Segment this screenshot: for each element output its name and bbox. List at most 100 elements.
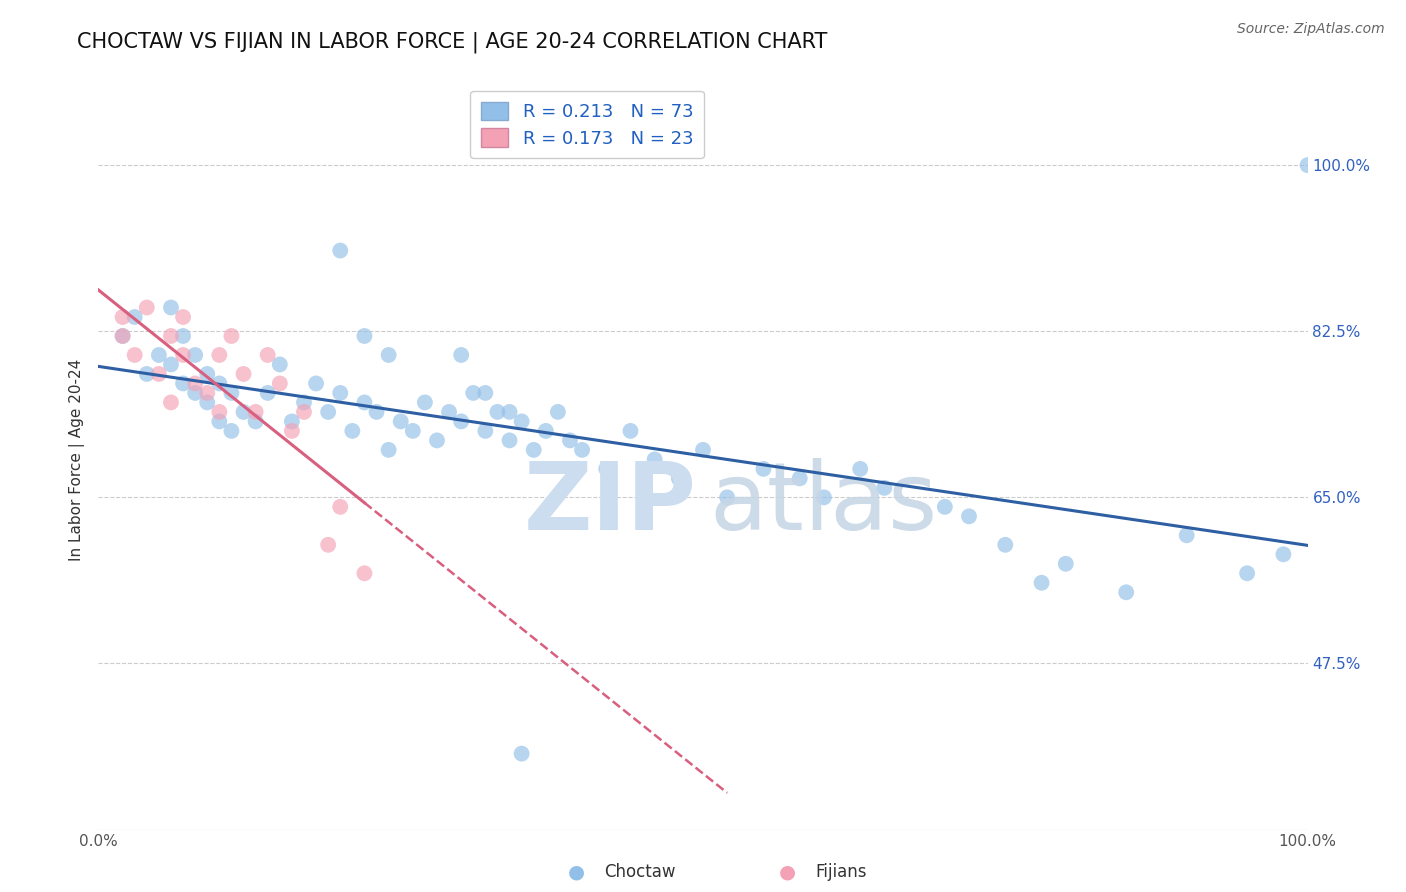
Point xyxy=(160,395,183,409)
Point xyxy=(498,405,520,419)
Point xyxy=(292,405,315,419)
Point xyxy=(1054,557,1077,571)
Point xyxy=(1272,547,1295,561)
Point xyxy=(172,310,194,324)
Text: atlas: atlas xyxy=(709,458,938,549)
Point xyxy=(135,367,157,381)
Point xyxy=(377,442,399,457)
Point xyxy=(148,348,170,362)
Point xyxy=(316,538,339,552)
Point xyxy=(1296,158,1319,172)
Point xyxy=(124,310,146,324)
Point xyxy=(172,376,194,391)
Point xyxy=(789,471,811,485)
Point xyxy=(281,414,304,428)
Point xyxy=(208,348,231,362)
Text: Source: ZipAtlas.com: Source: ZipAtlas.com xyxy=(1237,22,1385,37)
Point xyxy=(413,395,436,409)
Point xyxy=(160,358,183,372)
Point xyxy=(849,462,872,476)
Point xyxy=(957,509,980,524)
Point xyxy=(450,348,472,362)
Point xyxy=(873,481,896,495)
Point xyxy=(813,491,835,505)
Point xyxy=(305,376,328,391)
Point xyxy=(232,405,254,419)
Point xyxy=(269,376,291,391)
Point xyxy=(316,405,339,419)
Point xyxy=(329,500,352,514)
Point xyxy=(256,386,278,401)
Point xyxy=(135,301,157,315)
Point xyxy=(474,386,496,401)
Point xyxy=(281,424,304,438)
Point xyxy=(934,500,956,514)
Point xyxy=(994,538,1017,552)
Point xyxy=(184,376,207,391)
Point xyxy=(571,442,593,457)
Point xyxy=(172,329,194,343)
Point xyxy=(353,395,375,409)
Point xyxy=(510,414,533,428)
Text: Fijians: Fijians xyxy=(815,863,868,881)
Point xyxy=(221,424,243,438)
Point xyxy=(160,329,183,343)
Point xyxy=(486,405,509,419)
Text: ●: ● xyxy=(568,863,585,882)
Text: ●: ● xyxy=(779,863,796,882)
Point xyxy=(644,452,666,467)
Point xyxy=(510,747,533,761)
Point xyxy=(195,386,218,401)
Point xyxy=(232,367,254,381)
Legend: R = 0.213   N = 73, R = 0.173   N = 23: R = 0.213 N = 73, R = 0.173 N = 23 xyxy=(470,91,704,159)
Y-axis label: In Labor Force | Age 20-24: In Labor Force | Age 20-24 xyxy=(69,359,84,560)
Point xyxy=(558,434,581,448)
Point xyxy=(269,358,291,372)
Point xyxy=(208,405,231,419)
Point xyxy=(221,386,243,401)
Point xyxy=(184,386,207,401)
Point xyxy=(498,434,520,448)
Point xyxy=(402,424,425,438)
Point xyxy=(595,462,617,476)
Point xyxy=(172,348,194,362)
Point xyxy=(329,244,352,258)
Text: ZIP: ZIP xyxy=(524,458,697,549)
Point xyxy=(752,462,775,476)
Point xyxy=(619,424,641,438)
Point xyxy=(256,348,278,362)
Point xyxy=(389,414,412,428)
Point xyxy=(245,405,267,419)
Text: CHOCTAW VS FIJIAN IN LABOR FORCE | AGE 20-24 CORRELATION CHART: CHOCTAW VS FIJIAN IN LABOR FORCE | AGE 2… xyxy=(77,31,828,53)
Point xyxy=(184,348,207,362)
Point xyxy=(377,348,399,362)
Point xyxy=(463,386,485,401)
Point xyxy=(195,395,218,409)
Point xyxy=(523,442,546,457)
Point xyxy=(1236,566,1258,581)
Text: Choctaw: Choctaw xyxy=(605,863,676,881)
Point xyxy=(111,310,134,324)
Point xyxy=(329,386,352,401)
Point xyxy=(426,434,449,448)
Point xyxy=(716,491,738,505)
Point xyxy=(221,329,243,343)
Point xyxy=(547,405,569,419)
Point xyxy=(111,329,134,343)
Point xyxy=(160,301,183,315)
Point xyxy=(366,405,388,419)
Point xyxy=(148,367,170,381)
Point xyxy=(668,471,690,485)
Point xyxy=(437,405,460,419)
Point xyxy=(474,424,496,438)
Point xyxy=(1031,575,1053,590)
Point xyxy=(353,329,375,343)
Point xyxy=(342,424,364,438)
Point xyxy=(208,376,231,391)
Point xyxy=(450,414,472,428)
Point xyxy=(195,367,218,381)
Point xyxy=(692,442,714,457)
Point xyxy=(111,329,134,343)
Point xyxy=(353,566,375,581)
Point xyxy=(124,348,146,362)
